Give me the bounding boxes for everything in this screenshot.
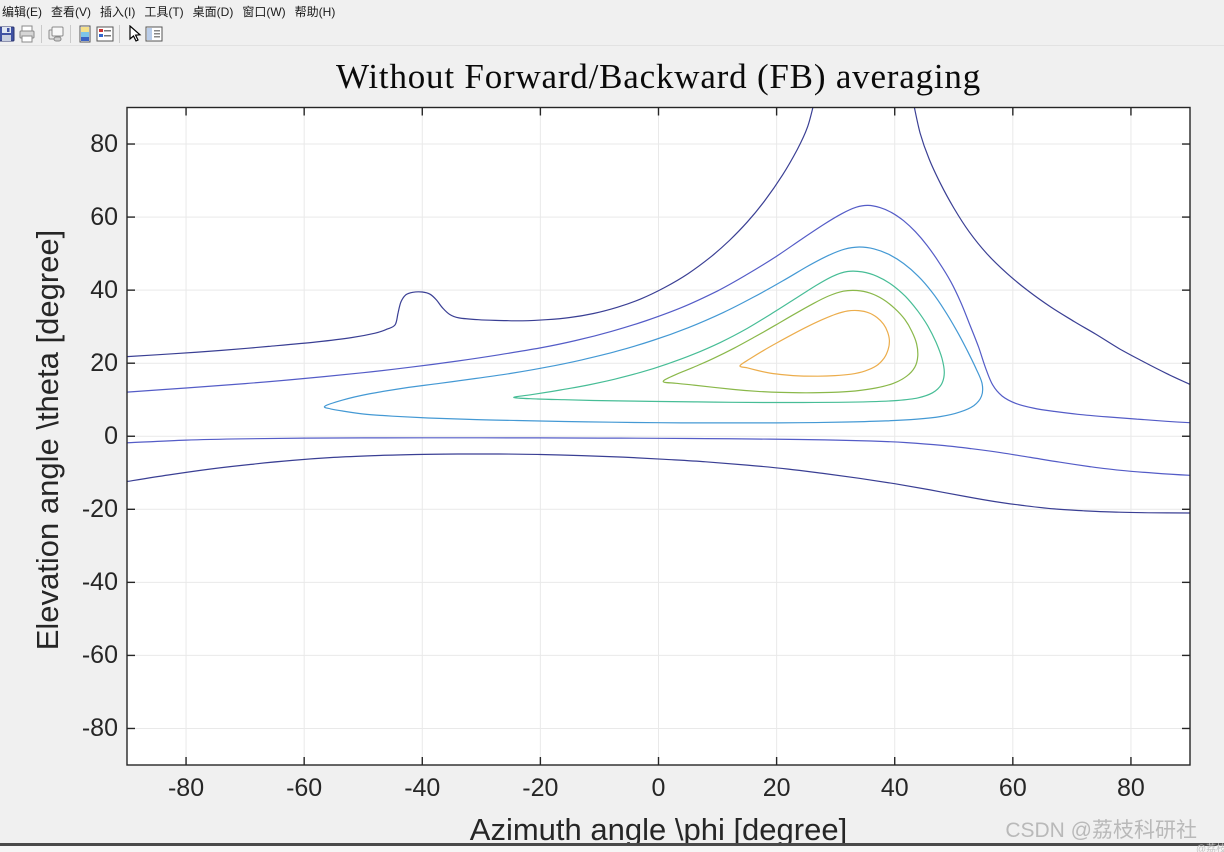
watermark-small: @荔枝科研社 [1196,844,1224,852]
colorbar-icon[interactable] [76,25,94,43]
window-bottom-strip [0,846,1224,852]
copy-figure-icon[interactable] [47,25,65,43]
property-inspector-icon[interactable] [145,25,163,43]
y-tick-label: -60 [81,641,118,670]
x-tick-label: 20 [762,774,791,802]
y-tick-label: -80 [81,714,118,743]
menu-item[interactable]: 工具(T) [144,4,184,19]
edit-plot-pointer-icon[interactable] [125,24,143,43]
x-tick-label: -60 [286,774,323,802]
contour-level-1 [913,107,1190,385]
x-tick-label: 0 [651,774,666,802]
figure-canvas: Without Forward/Backward (FB) averaging … [0,46,1224,852]
x-tick-label: -40 [404,774,441,802]
x-tick-label: 40 [880,774,909,802]
y-tick-label: -40 [81,568,118,597]
watermark: CSDN @荔枝科研社 [1005,819,1197,842]
save-icon[interactable] [0,25,16,43]
x-tick-label: -20 [522,774,559,802]
menu-item[interactable]: 窗口(W) [242,4,286,19]
menu-item[interactable]: 插入(I) [100,4,136,19]
menu-item[interactable]: 查看(V) [51,4,91,19]
contour-level-1 [127,107,814,358]
contour-level-6 [739,309,891,377]
y-tick-label: 20 [90,349,118,378]
menu-bar: 编辑(E) 查看(V) 插入(I) 工具(T) 桌面(D) 窗口(W) 帮助(H) [0,0,1224,22]
y-tick-label: 80 [90,130,118,159]
x-tick-label: 80 [1117,774,1145,802]
x-axis-label: Azimuth angle \phi [degree] [469,812,848,847]
menu-item[interactable]: 桌面(D) [192,4,234,19]
menu-item[interactable]: 编辑(E) [2,4,42,19]
print-icon[interactable] [18,25,36,43]
legend-icon[interactable] [96,25,114,43]
window-bottom-divider [0,843,1224,846]
contour-level-2 [127,204,1190,424]
menu-item[interactable]: 帮助(H) [294,4,336,19]
y-tick-label: 60 [90,203,118,232]
y-tick-label: -20 [81,495,118,524]
x-tick-label: -80 [167,774,205,802]
plot-title: Without Forward/Backward (FB) averaging [335,57,982,96]
contour-level-3 [323,246,984,424]
contour-plot [126,106,1191,766]
contour-level-2 [127,437,1190,476]
contour-level-5 [662,289,919,394]
contour-level-4 [513,270,945,404]
contour-level-1 [127,453,1190,514]
toolbar [0,22,1224,46]
y-tick-label: 0 [104,422,118,451]
y-tick-label: 40 [90,276,118,305]
x-tick-label: 60 [998,774,1027,802]
